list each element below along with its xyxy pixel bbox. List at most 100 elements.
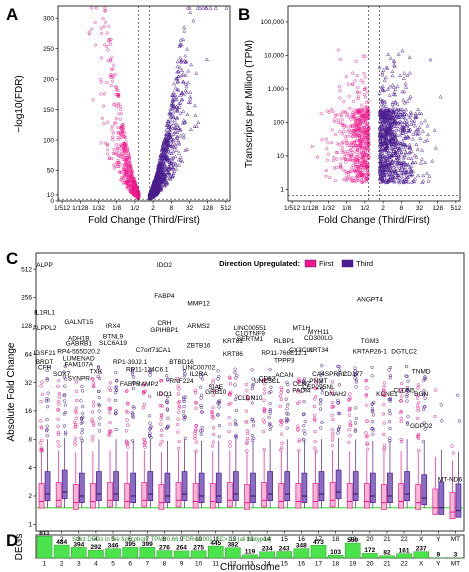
third-upregulated-point bbox=[403, 150, 408, 155]
outlier-point bbox=[415, 416, 420, 421]
third-upregulated-point bbox=[400, 48, 405, 53]
first-upregulated-point bbox=[125, 157, 129, 161]
first-upregulated-point bbox=[114, 164, 118, 168]
first-upregulated-point bbox=[363, 55, 367, 59]
outlier-point bbox=[370, 374, 374, 378]
outlier-point bbox=[245, 449, 249, 453]
first-upregulated-point bbox=[124, 144, 128, 148]
third-upregulated-point bbox=[384, 170, 389, 174]
outlier-point bbox=[91, 400, 96, 404]
outlier-point bbox=[182, 397, 186, 402]
outlier-point bbox=[399, 437, 403, 442]
first-upregulated-point bbox=[110, 135, 115, 139]
outlier-point bbox=[388, 365, 393, 370]
first-upregulated-point bbox=[110, 157, 114, 161]
outlier-point bbox=[404, 364, 409, 369]
third-upregulated-point bbox=[393, 171, 398, 175]
x-tick-label: 22 bbox=[400, 561, 408, 568]
outlier-point bbox=[302, 423, 306, 428]
first-upregulated-point bbox=[120, 133, 124, 137]
outlier-point bbox=[176, 430, 180, 434]
first-upregulated-point bbox=[355, 174, 359, 178]
third-upregulated-point bbox=[161, 153, 166, 158]
first-upregulated-point bbox=[120, 152, 124, 156]
first-upregulated-point bbox=[102, 104, 106, 108]
outlier-point bbox=[387, 420, 392, 424]
outlier-point bbox=[210, 413, 214, 417]
outlier-point bbox=[193, 391, 198, 395]
third-upregulated-point bbox=[394, 141, 399, 145]
deg-bar-label: 3 bbox=[454, 552, 458, 559]
third-upregulated-point bbox=[389, 122, 394, 127]
third-upregulated-point bbox=[170, 106, 175, 111]
third-upregulated-point bbox=[419, 111, 424, 116]
third-upregulated-point bbox=[397, 180, 402, 185]
outlier-point bbox=[250, 386, 254, 391]
first-upregulated-point bbox=[111, 79, 115, 83]
outlier-point bbox=[388, 412, 392, 416]
third-upregulated-point bbox=[197, 5, 202, 10]
first-upregulated-point bbox=[91, 98, 95, 102]
outlier-point bbox=[228, 393, 232, 397]
third-upregulated-point bbox=[388, 130, 393, 135]
deg-bar-label: 445 bbox=[210, 540, 221, 547]
outlier-point bbox=[216, 369, 220, 373]
third-upregulated-point bbox=[402, 167, 407, 172]
first-upregulated-point bbox=[136, 196, 140, 200]
gene-label: RP4-555D20.2 bbox=[57, 349, 100, 356]
gene-label: RAMP2 bbox=[136, 381, 159, 388]
first-upregulated-point bbox=[356, 117, 360, 121]
third-upregulated-point bbox=[164, 159, 169, 164]
panel-b-frame bbox=[287, 5, 461, 202]
third-upregulated-point bbox=[161, 150, 166, 155]
outlier-point bbox=[147, 414, 152, 418]
first-upregulated-point bbox=[364, 159, 368, 163]
panel-d-annotation: Strict DEGs in the full cohort: TPM>0.66… bbox=[72, 537, 271, 543]
first-upregulated-point bbox=[109, 84, 113, 88]
first-upregulated-point bbox=[365, 145, 369, 149]
first-upregulated-point bbox=[346, 130, 350, 134]
outlier-point bbox=[216, 401, 220, 405]
outlier-point bbox=[320, 420, 324, 425]
first-upregulated-point bbox=[342, 178, 346, 182]
box-iqr bbox=[267, 471, 273, 501]
y-tick-label: 32 bbox=[25, 380, 33, 387]
outlier-point bbox=[382, 403, 386, 407]
x-tick-label: 20 bbox=[366, 536, 374, 543]
outlier-point bbox=[422, 405, 426, 409]
third-upregulated-point bbox=[399, 149, 404, 154]
box-iqr bbox=[61, 469, 68, 500]
outlier-point bbox=[227, 402, 231, 407]
outlier-point bbox=[251, 382, 256, 387]
outlier-point bbox=[263, 387, 267, 391]
outlier-point bbox=[347, 407, 351, 411]
first-upregulated-point bbox=[353, 118, 357, 122]
outlier-point bbox=[279, 386, 283, 390]
third-upregulated-point bbox=[378, 107, 383, 112]
third-upregulated-point bbox=[171, 90, 176, 95]
box-iqr bbox=[329, 482, 336, 508]
third-upregulated-point bbox=[181, 92, 186, 97]
first-upregulated-point bbox=[120, 155, 124, 159]
third-upregulated-point bbox=[157, 182, 162, 187]
third-upregulated-point bbox=[393, 133, 398, 137]
first-upregulated-point bbox=[344, 138, 348, 142]
third-upregulated-point bbox=[385, 172, 389, 177]
gene-label: RP11-766E12.1 bbox=[261, 350, 307, 357]
outlier-point bbox=[286, 402, 290, 407]
first-upregulated-point bbox=[358, 171, 362, 175]
third-upregulated-point bbox=[420, 148, 425, 152]
third-upregulated-point bbox=[385, 108, 390, 113]
outlier-point bbox=[297, 400, 301, 404]
first-upregulated-point bbox=[364, 123, 368, 127]
outlier-point bbox=[142, 382, 146, 386]
first-upregulated-point bbox=[355, 139, 359, 143]
third-upregulated-point bbox=[386, 151, 391, 155]
third-upregulated-point bbox=[184, 90, 189, 94]
third-upregulated-point bbox=[390, 139, 395, 143]
third-upregulated-point bbox=[175, 69, 180, 74]
first-upregulated-point bbox=[362, 163, 366, 167]
third-upregulated-point bbox=[172, 169, 177, 173]
third-upregulated-point bbox=[400, 107, 405, 111]
third-upregulated-point bbox=[174, 94, 179, 99]
